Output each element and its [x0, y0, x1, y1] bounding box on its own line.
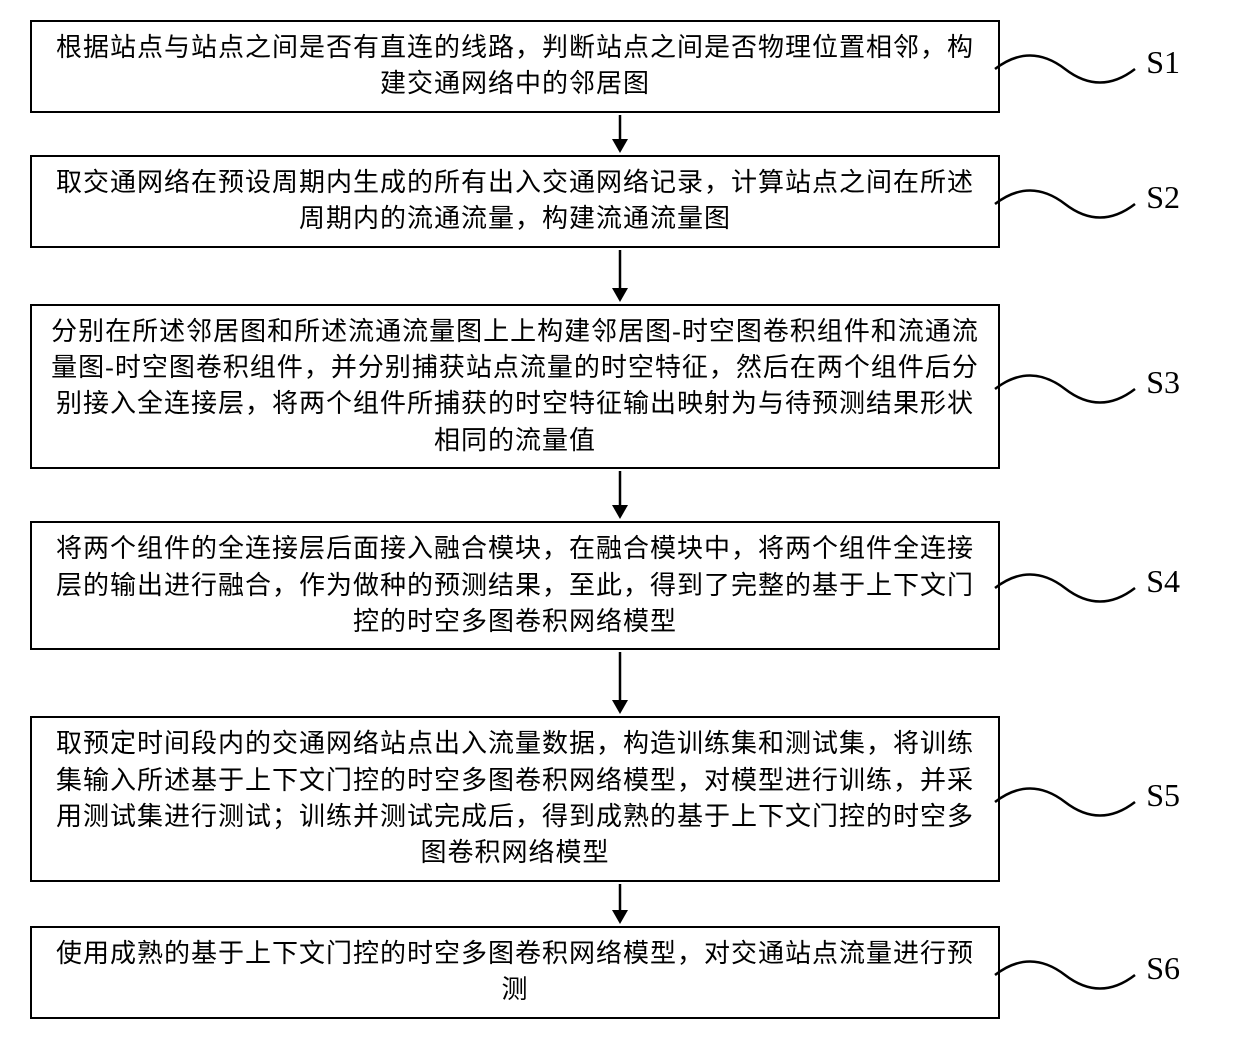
- label-area-5: S5: [1000, 785, 1200, 814]
- curve-connector-icon: [990, 367, 1140, 407]
- curve-connector-icon: [990, 566, 1140, 606]
- step-row-3: 分别在所述邻居图和所述流通流量图上上构建邻居图-时空图卷积组件和流通流量图-时空…: [30, 304, 1210, 470]
- curve-connector-icon: [990, 182, 1140, 222]
- curve-connector-icon: [990, 953, 1140, 993]
- arrow-down-icon: [605, 884, 635, 924]
- step-row-4: 将两个组件的全连接层后面接入融合模块，在融合模块中，将两个组件全连接层的输出进行…: [30, 521, 1210, 650]
- arrow-down-icon: [605, 471, 635, 519]
- arrow-2: [135, 250, 1105, 302]
- arrow-4: [135, 652, 1105, 714]
- arrow-down-icon: [605, 250, 635, 302]
- step-box-3: 分别在所述邻居图和所述流通流量图上上构建邻居图-时空图卷积组件和流通流量图-时空…: [30, 304, 1000, 470]
- step-box-1: 根据站点与站点之间是否有直连的线路，判断站点之间是否物理位置相邻，构建交通网络中…: [30, 20, 1000, 113]
- step-label-2: S2: [1146, 179, 1180, 216]
- label-area-3: S3: [1000, 372, 1200, 401]
- step-label-4: S4: [1146, 563, 1180, 600]
- flowchart-container: 根据站点与站点之间是否有直连的线路，判断站点之间是否物理位置相邻，构建交通网络中…: [30, 20, 1210, 1019]
- arrow-1: [135, 115, 1105, 153]
- step-box-6: 使用成熟的基于上下文门控的时空多图卷积网络模型，对交通站点流量进行预测: [30, 926, 1000, 1019]
- step-row-6: 使用成熟的基于上下文门控的时空多图卷积网络模型，对交通站点流量进行预测 S6: [30, 926, 1210, 1019]
- arrow-5: [135, 884, 1105, 924]
- step-box-5: 取预定时间段内的交通网络站点出入流量数据，构造训练集和测试集，将训练集输入所述基…: [30, 716, 1000, 882]
- step-row-5: 取预定时间段内的交通网络站点出入流量数据，构造训练集和测试集，将训练集输入所述基…: [30, 716, 1210, 882]
- step-box-4: 将两个组件的全连接层后面接入融合模块，在融合模块中，将两个组件全连接层的输出进行…: [30, 521, 1000, 650]
- arrow-3: [135, 471, 1105, 519]
- label-area-6: S6: [1000, 958, 1200, 987]
- step-label-3: S3: [1146, 364, 1180, 401]
- step-label-5: S5: [1146, 777, 1180, 814]
- step-row-2: 取交通网络在预设周期内生成的所有出入交通网络记录，计算站点之间在所述周期内的流通…: [30, 155, 1210, 248]
- step-box-2: 取交通网络在预设周期内生成的所有出入交通网络记录，计算站点之间在所述周期内的流通…: [30, 155, 1000, 248]
- curve-connector-icon: [990, 780, 1140, 820]
- arrow-down-icon: [605, 652, 635, 714]
- step-label-6: S6: [1146, 950, 1180, 987]
- curve-connector-icon: [990, 47, 1140, 87]
- label-area-1: S1: [1000, 52, 1200, 81]
- label-area-4: S4: [1000, 571, 1200, 600]
- step-label-1: S1: [1146, 44, 1180, 81]
- step-row-1: 根据站点与站点之间是否有直连的线路，判断站点之间是否物理位置相邻，构建交通网络中…: [30, 20, 1210, 113]
- arrow-down-icon: [605, 115, 635, 153]
- label-area-2: S2: [1000, 187, 1200, 216]
